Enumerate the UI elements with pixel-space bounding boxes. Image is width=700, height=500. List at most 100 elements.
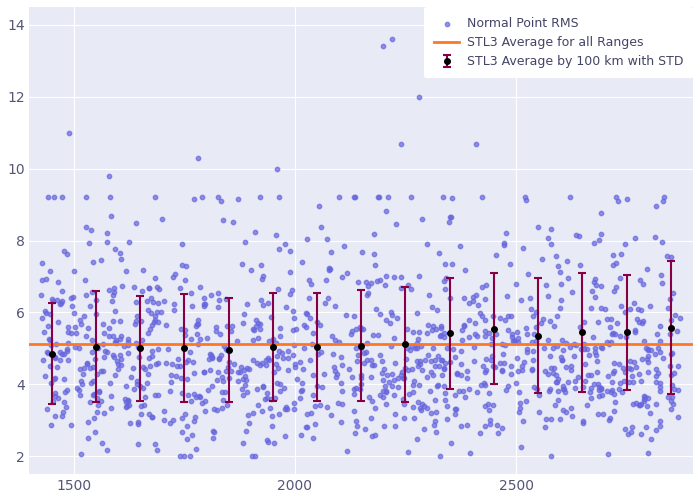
Normal Point RMS	[191, 320, 202, 328]
Normal Point RMS	[232, 195, 244, 203]
Normal Point RMS	[45, 267, 56, 275]
Normal Point RMS	[158, 407, 169, 415]
Normal Point RMS	[510, 378, 521, 386]
Normal Point RMS	[517, 416, 528, 424]
Normal Point RMS	[37, 314, 48, 322]
Normal Point RMS	[282, 354, 293, 362]
Normal Point RMS	[42, 322, 53, 330]
Normal Point RMS	[651, 426, 662, 434]
Normal Point RMS	[40, 310, 51, 318]
Normal Point RMS	[470, 140, 482, 147]
Normal Point RMS	[377, 394, 388, 402]
Normal Point RMS	[565, 366, 576, 374]
Normal Point RMS	[422, 321, 433, 329]
Normal Point RMS	[206, 382, 218, 390]
Normal Point RMS	[395, 140, 407, 147]
Normal Point RMS	[608, 329, 619, 337]
Normal Point RMS	[428, 371, 439, 379]
Normal Point RMS	[629, 234, 641, 242]
Normal Point RMS	[186, 302, 197, 310]
Normal Point RMS	[402, 366, 414, 374]
Normal Point RMS	[192, 320, 203, 328]
Normal Point RMS	[440, 396, 451, 404]
Normal Point RMS	[447, 194, 458, 202]
Normal Point RMS	[636, 430, 647, 438]
Normal Point RMS	[650, 378, 662, 386]
Normal Point RMS	[190, 444, 202, 452]
Normal Point RMS	[127, 364, 138, 372]
Normal Point RMS	[487, 401, 498, 409]
Normal Point RMS	[414, 357, 426, 365]
Normal Point RMS	[562, 378, 573, 386]
Normal Point RMS	[69, 322, 80, 330]
Normal Point RMS	[419, 402, 430, 410]
Normal Point RMS	[146, 412, 157, 420]
Normal Point RMS	[587, 287, 598, 295]
Normal Point RMS	[519, 194, 531, 202]
Normal Point RMS	[175, 325, 186, 333]
Normal Point RMS	[331, 370, 342, 378]
Normal Point RMS	[671, 327, 682, 335]
Normal Point RMS	[567, 412, 578, 420]
Normal Point RMS	[257, 406, 268, 414]
Normal Point RMS	[663, 393, 674, 401]
Normal Point RMS	[498, 360, 510, 368]
Normal Point RMS	[355, 374, 366, 382]
Normal Point RMS	[98, 368, 109, 376]
Normal Point RMS	[583, 351, 594, 359]
Normal Point RMS	[389, 410, 400, 418]
Normal Point RMS	[629, 300, 640, 308]
Normal Point RMS	[62, 356, 74, 364]
Normal Point RMS	[656, 278, 667, 286]
Normal Point RMS	[401, 344, 412, 352]
Normal Point RMS	[322, 235, 333, 243]
Normal Point RMS	[199, 397, 211, 405]
Normal Point RMS	[237, 374, 248, 382]
Normal Point RMS	[370, 304, 381, 312]
Normal Point RMS	[351, 344, 362, 352]
Normal Point RMS	[304, 314, 316, 322]
Normal Point RMS	[40, 372, 51, 380]
Normal Point RMS	[181, 435, 193, 443]
Normal Point RMS	[190, 322, 202, 330]
Normal Point RMS	[247, 408, 258, 416]
Normal Point RMS	[168, 306, 179, 314]
Normal Point RMS	[511, 280, 522, 287]
Normal Point RMS	[36, 276, 47, 284]
Normal Point RMS	[545, 415, 557, 423]
Normal Point RMS	[122, 341, 134, 349]
Normal Point RMS	[526, 364, 538, 372]
Normal Point RMS	[222, 400, 233, 408]
Normal Point RMS	[458, 322, 470, 330]
Normal Point RMS	[254, 361, 265, 369]
Normal Point RMS	[207, 434, 218, 442]
Normal Point RMS	[213, 368, 224, 376]
Normal Point RMS	[54, 300, 65, 308]
Normal Point RMS	[252, 318, 263, 326]
Normal Point RMS	[220, 346, 232, 354]
Normal Point RMS	[132, 380, 143, 388]
Normal Point RMS	[240, 238, 251, 246]
Normal Point RMS	[630, 326, 641, 334]
Normal Point RMS	[248, 356, 259, 364]
Normal Point RMS	[604, 414, 615, 422]
Normal Point RMS	[137, 363, 148, 371]
Normal Point RMS	[220, 368, 231, 376]
Normal Point RMS	[158, 416, 169, 424]
Normal Point RMS	[654, 380, 666, 388]
Normal Point RMS	[80, 291, 91, 299]
Normal Point RMS	[469, 319, 480, 327]
Normal Point RMS	[307, 330, 318, 338]
Normal Point RMS	[377, 369, 388, 377]
Normal Point RMS	[515, 296, 526, 304]
Normal Point RMS	[533, 408, 544, 416]
Normal Point RMS	[440, 274, 452, 282]
Normal Point RMS	[43, 335, 55, 343]
Normal Point RMS	[666, 396, 677, 404]
Normal Point RMS	[441, 402, 452, 410]
Normal Point RMS	[485, 340, 496, 347]
Normal Point RMS	[340, 310, 351, 318]
Normal Point RMS	[160, 320, 172, 328]
Normal Point RMS	[511, 328, 522, 336]
Normal Point RMS	[306, 280, 317, 287]
